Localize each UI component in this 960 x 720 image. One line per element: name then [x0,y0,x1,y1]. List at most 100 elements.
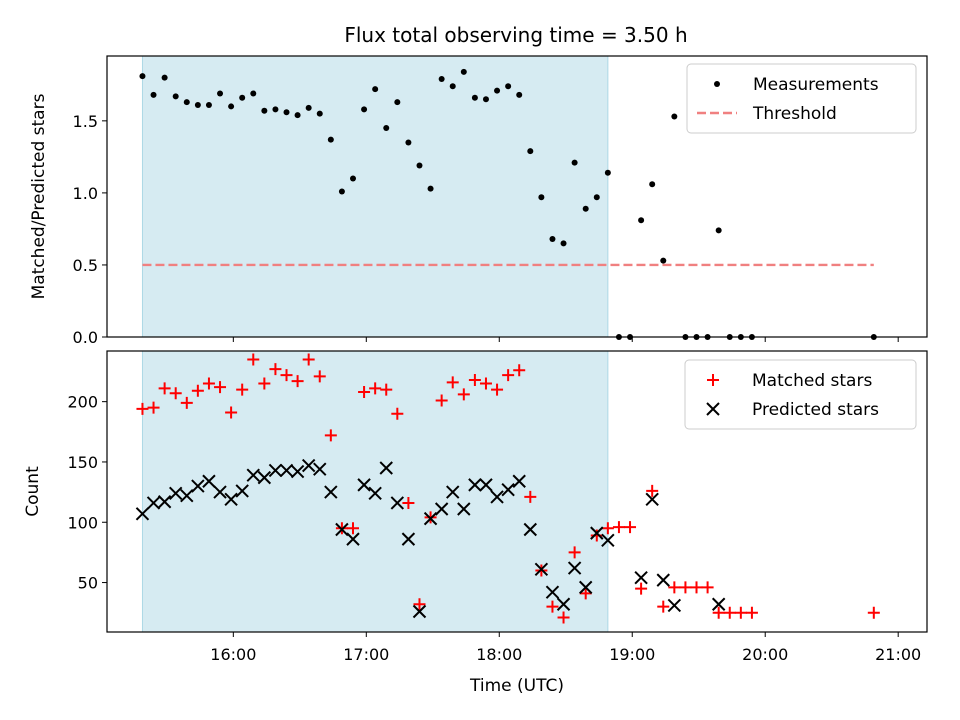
matched-star-point [158,382,171,395]
measurement-point [494,87,501,94]
matched-star-point [435,394,448,407]
count-panel: 50 100 150 200 16:00 17:00 18:00 19:00 20:00 21:0… [23,350,928,696]
matched-star-point [502,369,515,382]
measurement-point [183,99,190,106]
matched-star-point [657,600,670,613]
count-ticks: 50 100 150 200 16:00 17:00 18:00 19:00 20:00 21:0… [67,393,921,664]
matched-star-point [324,429,337,442]
predicted-star-point [257,470,272,485]
matched-star-point [723,606,736,619]
matched-star-point [491,383,504,396]
measurement-point [139,73,146,80]
predicted-star-point [512,474,526,488]
ratio-y-axis-label: Matched/Predicted stars [29,93,49,299]
matched-star-point [413,598,426,611]
measurement-point [172,93,179,100]
measurement-point [372,86,379,93]
matched-star-point [302,353,315,366]
measurement-point [283,109,290,116]
matched-star-point [646,484,659,497]
matched-star-point [524,490,537,503]
predicted-star-point [191,479,205,493]
predicted-star-point [567,561,582,575]
matched-star-point [568,546,581,559]
predicted-star-point [434,502,449,516]
measurement-point [638,217,645,224]
measurement-point [482,96,489,103]
figure-title: Flux total observing time = 3.50 h [344,23,687,47]
matched-star-point [479,377,492,390]
predicted-star-point [324,485,338,499]
predicted-star-point [590,526,604,540]
measurement-point [239,94,246,101]
matched-star-point [590,529,603,542]
measurement-point [194,101,201,108]
matched-star-point [446,376,459,389]
predicted-star-point [135,507,150,521]
matched-star-point [601,522,614,535]
count-xtick-label: 20:00 [742,645,788,664]
matched-star-point [214,381,227,394]
ratio-highlight-span [141,55,609,338]
matched-star-point [280,369,293,382]
predicted-star-point [656,573,670,587]
measurement-point [438,76,445,83]
matched-star-point [358,386,371,399]
legend-threshold-label: Threshold [752,104,837,124]
predicted-star-point [379,461,393,475]
matched-star-point [635,582,648,595]
measurement-point [460,68,467,75]
measurement-point [560,240,567,247]
matched-star-point [712,606,725,619]
ratio-ytick-label: 0.0 [73,328,98,347]
measurement-point [316,110,323,117]
matched-star-point [579,587,592,600]
measurement-point [338,188,345,195]
measurement-point [394,99,401,106]
matched-star-point [236,383,249,396]
predicted-star-point [711,597,726,611]
measurement-point [327,136,334,143]
ratio-ticks: 0.0 0.5 1.0 1.5 [73,112,899,347]
measurement-point [516,91,523,98]
matched-star-point [612,521,625,534]
measurement-point [383,125,390,132]
measurement-point [161,74,168,81]
predicted-star-point [556,597,571,611]
matched-star-point [180,396,193,409]
measurement-point [405,139,412,146]
predicted-star-point [235,484,249,498]
count-xtick-label: 16:00 [210,645,256,664]
count-ytick-label: 200 [67,393,98,412]
measurement-point [449,83,456,90]
count-legend: Matched stars Predicted stars [684,359,917,430]
matched-star-point [513,364,526,377]
predicted-star-point [313,462,327,476]
count-xtick-label: 17:00 [343,645,389,664]
matched-star-point [258,377,271,390]
matched-star-point [369,382,382,395]
legend-predicted-marker [706,402,720,416]
matched-star-point [169,387,182,400]
predicted-star-point [157,495,172,509]
predicted-star-point [335,522,349,537]
count-axes-frame [106,350,928,633]
predicted-star-point [645,492,659,507]
predicted-star-point [202,474,216,488]
matched-star-point [734,606,747,619]
measurement-point [205,101,212,108]
count-ytick-label: 50 [78,574,98,593]
predicted-star-point [545,585,560,599]
matched-star-point [745,606,758,619]
predicted-star-point [168,486,183,501]
measurement-point [660,257,667,264]
measurement-point [228,103,235,110]
count-ytick-label: 100 [67,513,98,532]
predicted-star-point [180,489,194,503]
predicted-star-point [301,458,316,473]
ratio-series [139,68,877,340]
predicted-star-point [468,478,482,492]
legend-predicted-label: Predicted stars [752,400,879,420]
count-legend-box [684,359,917,430]
